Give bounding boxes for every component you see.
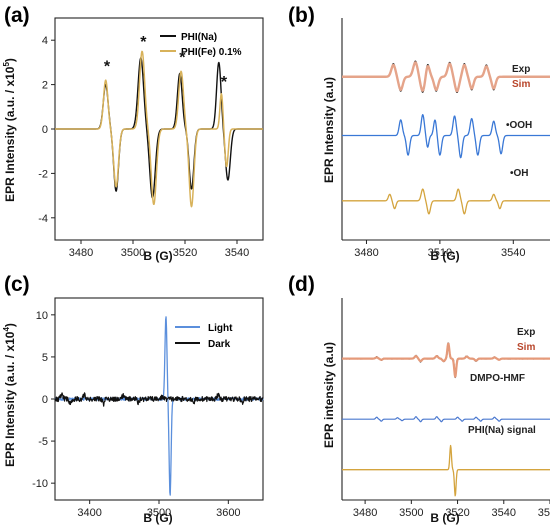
trace-label-phi-na-signal: PHI(Na) signal [468,425,536,436]
x-tick-label-b: 3480 [354,247,378,259]
y-tick-label-c: -5 [38,436,48,448]
plot-d: 3480 3500 3520 3540 3560 [341,298,550,519]
x-tick-label-a: 3540 [225,247,249,259]
trace-label-dmpo-hmf: DMPO-HMF [470,373,525,384]
legend-a: PHI(Na) PHI(Fe) 0.1% [160,32,242,58]
x-tick-label-d: 3560 [538,507,550,519]
y-tick-label-c: 5 [42,352,48,364]
y-axis-title-d: EPR intensity (a.u) [322,342,336,448]
x-tick-label-a: 3480 [69,247,93,259]
x-tick-label-a: 3500 [121,247,145,259]
series-b-oh [341,188,550,215]
x-tick-label-d: 3480 [353,507,377,519]
y-tick-label-a: 4 [42,35,48,47]
y-tick-label-a: -4 [38,213,48,225]
series-a-phi-fe-0-1 [54,50,264,208]
x-axis-title-d: B (G) [430,511,459,525]
series-b-sim [341,61,550,93]
y-tick-label-c: 10 [36,310,48,322]
plot-b: 3480 3510 3540 [341,18,550,259]
peak-annotation-a: * [179,49,186,66]
panel-a: (a) EPR Intensity (a.u. / x105) B (G) PH… [2,4,242,263]
trace-label-exp-d: Exp [517,327,535,338]
y-tick-label-a: 0 [42,124,48,136]
series-d-sim [341,342,550,378]
panel-label-c: (c) [4,273,30,296]
series-c-dark [54,392,264,407]
y-tick-label-a: 2 [42,80,48,92]
y-tick-label-c: -10 [32,478,48,490]
series-d-phi-na-signal [341,444,550,497]
panel-d: (d) EPR intensity (a.u) B (G) Exp Sim DM… [288,273,536,525]
legend-label-light: Light [208,323,233,334]
trace-label-sim-b: Sim [512,79,530,90]
legend-label-phi-fe: PHI(Fe) 0.1% [181,47,242,58]
x-tick-label-d: 3520 [445,507,469,519]
series-a-phi-na [54,57,264,199]
x-tick-label-c: 3400 [77,507,101,519]
panel-label-b: (b) [288,4,315,27]
panel-b: (b) EPR Intensity (a.u) B (G) Exp Sim •O… [288,4,532,263]
trace-label-sim-d: Sim [517,342,535,353]
trace-label-ooh: •OOH [506,120,532,131]
legend-c: Light Dark [175,323,233,350]
series-b-ooh [341,114,550,159]
panel-c: (c) EPR Intensity (a.u. / x104) B (G) Li… [2,273,233,525]
series-c-light [54,316,264,496]
y-tick-label-c: 0 [42,394,48,406]
x-tick-label-d: 3540 [492,507,516,519]
peak-annotation-a: * [221,74,228,91]
panel-label-d: (d) [288,273,315,296]
series-d-dmpo-hmf [341,416,550,423]
x-axis-title-c: B (G) [143,511,172,525]
peak-annotation-a: * [104,58,111,75]
y-axis-title-c: EPR Intensity (a.u. / x104) [2,323,17,467]
x-tick-label-c: 3500 [147,507,171,519]
plot-c: 3400 3500 3600 -10 -5 0 5 10 [32,297,264,519]
legend-label-dark: Dark [208,339,231,350]
x-axis-title-a: B (G) [143,249,172,263]
panel-label-a: (a) [4,4,30,27]
y-axis-title-a: EPR Intensity (a.u. / x105) [2,58,17,202]
x-tick-label-b: 3540 [501,247,525,259]
y-tick-label-a: -2 [38,168,48,180]
x-tick-label-a: 3520 [173,247,197,259]
legend-label-phi-na: PHI(Na) [181,32,217,43]
trace-label-exp-b: Exp [512,64,530,75]
y-axis-title-b: EPR Intensity (a.u) [322,77,336,183]
x-axis-title-b: B (G) [430,249,459,263]
plot-a: 3480 3500 3520 3540 -4 -2 0 2 4 * * * * [38,17,264,259]
peak-annotation-a: * [140,34,147,51]
x-tick-label-d: 3500 [399,507,423,519]
x-tick-label-b: 3510 [428,247,452,259]
trace-label-oh: •OH [510,168,529,179]
x-tick-label-c: 3600 [216,507,240,519]
